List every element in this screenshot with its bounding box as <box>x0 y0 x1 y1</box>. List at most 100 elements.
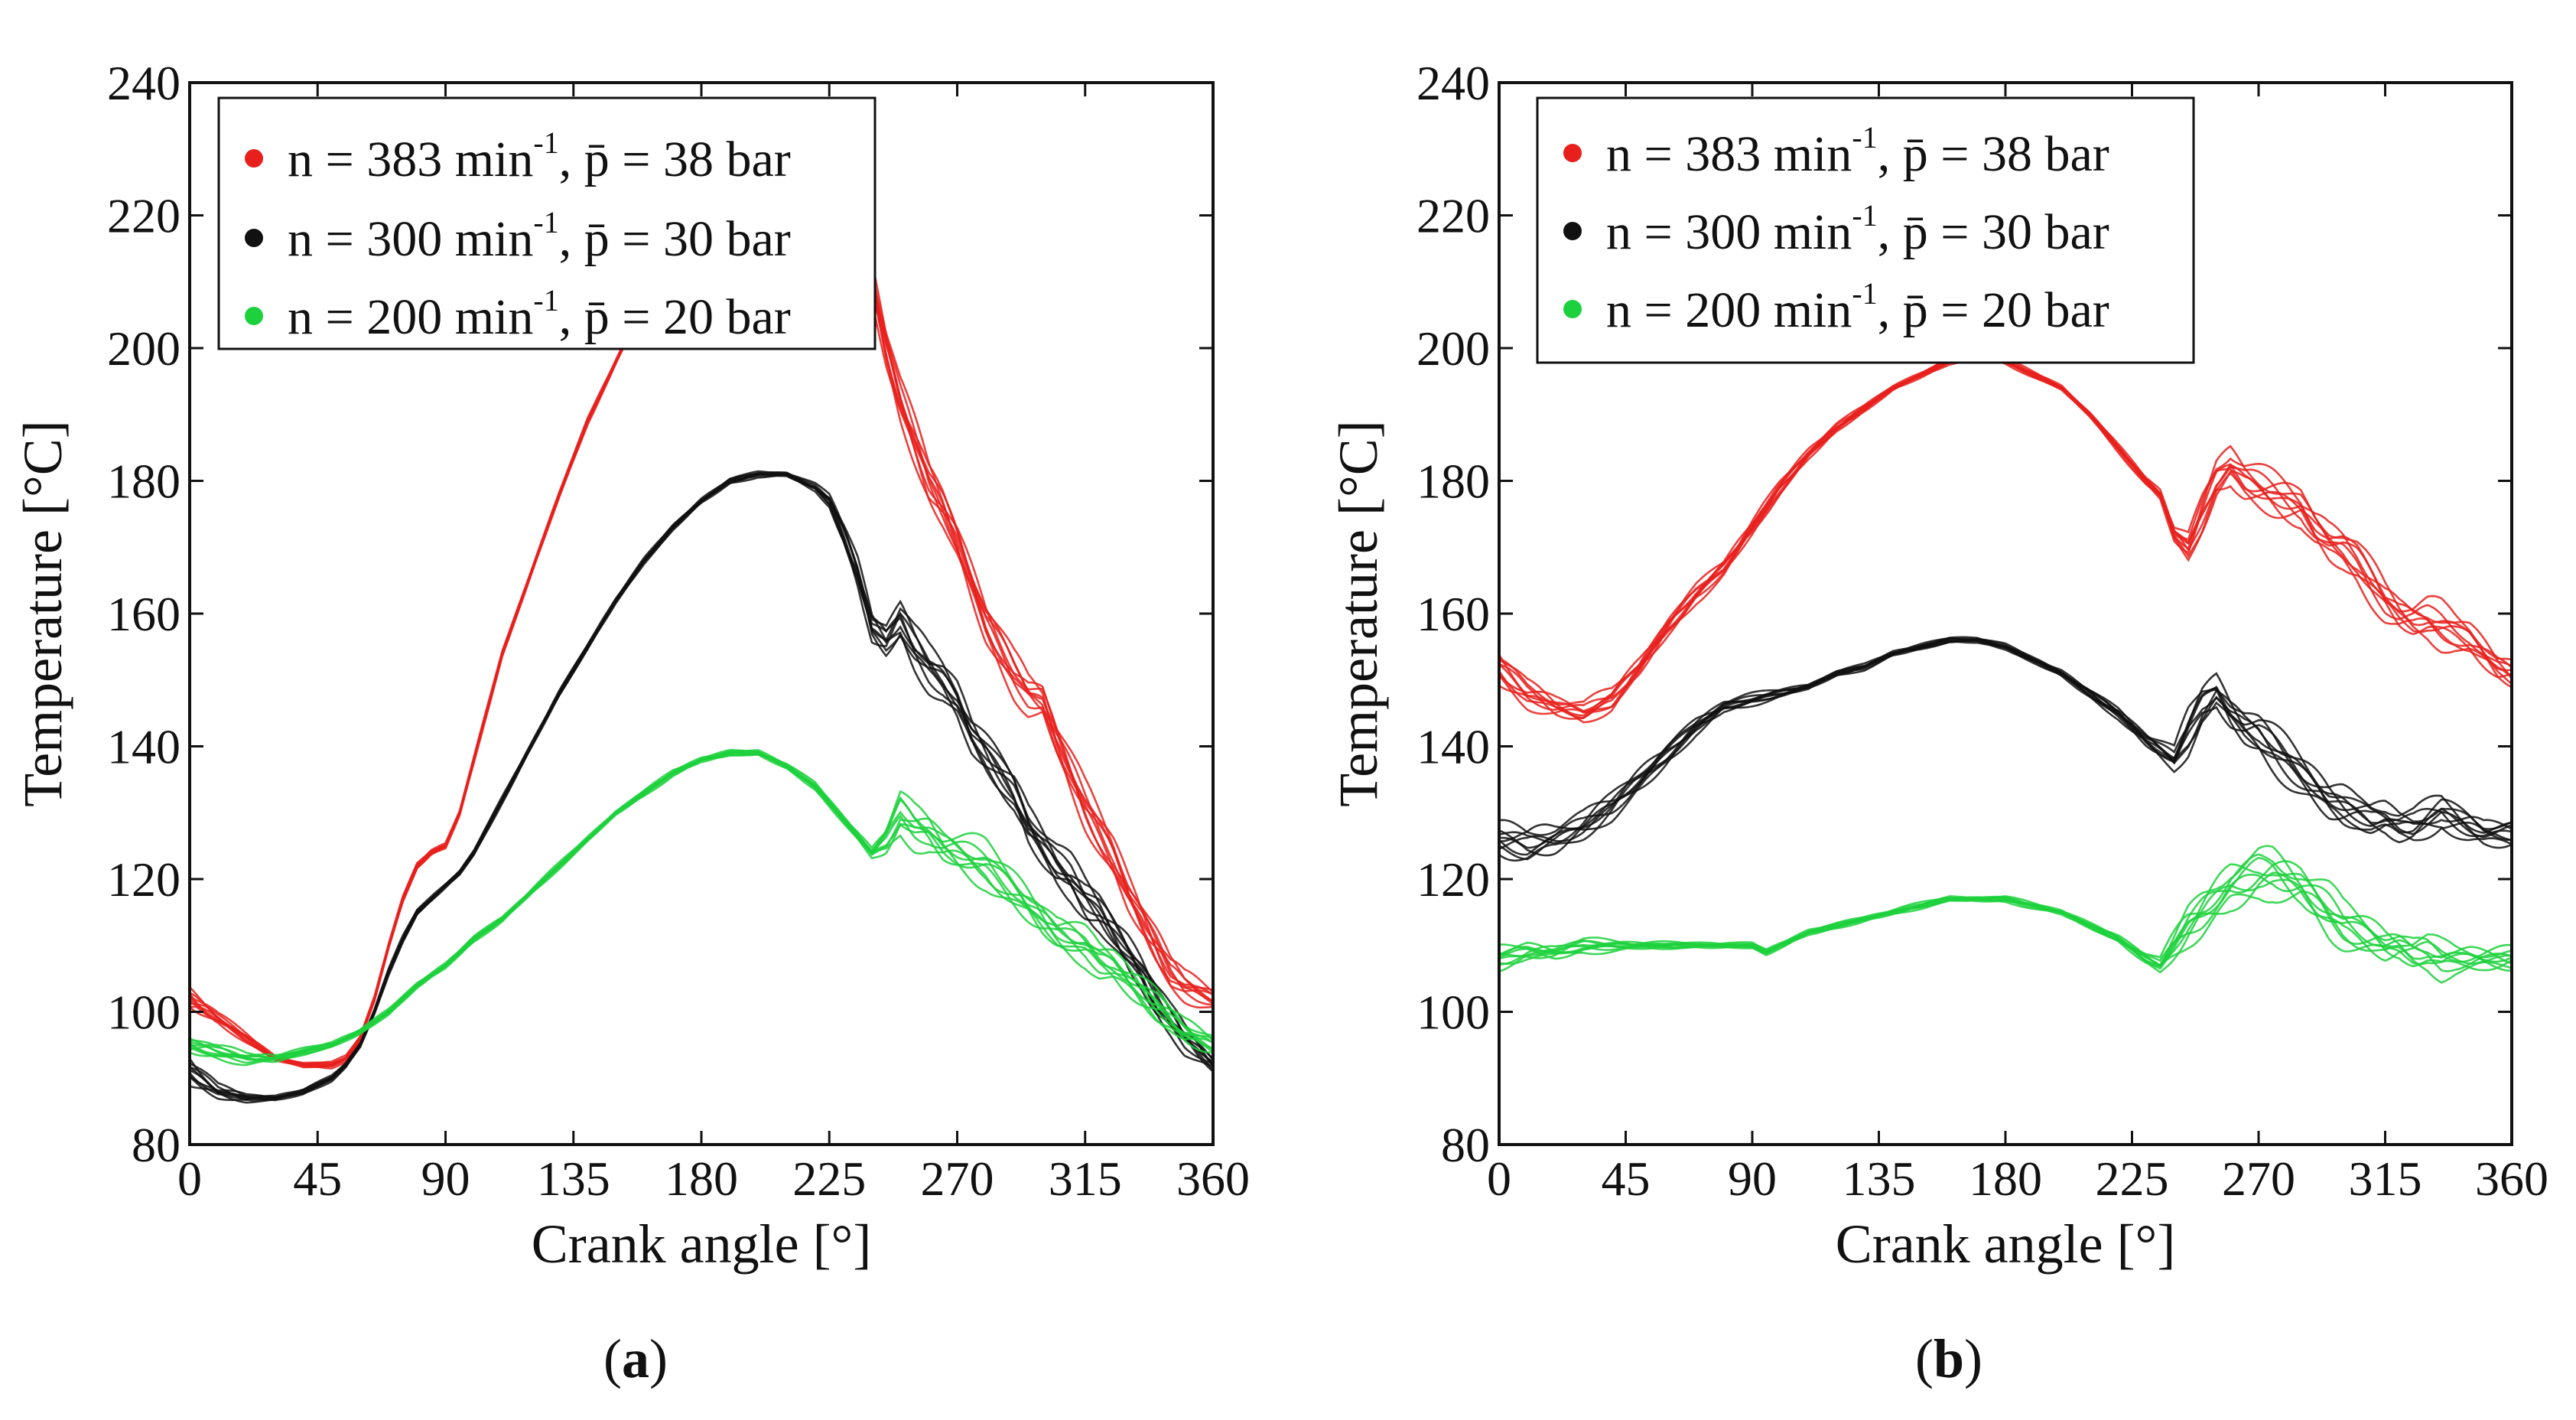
series-2-traces <box>190 470 1213 1104</box>
chart-panel-a: 0 45 90 135 180 225 270 315 360 80 100 120 140 160 180… <box>12 56 1250 1389</box>
series-3-traces <box>1499 845 2512 984</box>
panel-label-a: (a) <box>603 1328 668 1389</box>
x-tick-label: 90 <box>1728 1151 1777 1206</box>
series-2-line <box>1499 638 2512 849</box>
y-tick-label: 240 <box>107 56 181 110</box>
x-tick-label: 45 <box>1602 1151 1651 1206</box>
series-2-line <box>190 472 1213 1100</box>
series-1-line <box>1499 353 2512 719</box>
series-3-line <box>190 752 1213 1057</box>
y-tick-label: 220 <box>107 189 181 243</box>
chart-a-xlabel: Crank angle [°] <box>532 1213 872 1275</box>
chart-b-ylabel: Temperature [°C] <box>1328 420 1389 807</box>
series-3-line <box>190 749 1213 1060</box>
y-tick-label: 200 <box>107 321 181 376</box>
series-3-line <box>1499 856 2512 968</box>
series-2-line <box>190 471 1213 1099</box>
chart-panel-b: 0 45 90 135 180 225 270 315 360 80 100 120 140 160 180… <box>1328 56 2548 1389</box>
x-tick-label: 180 <box>1969 1151 2042 1206</box>
series-1-line <box>1499 355 2512 720</box>
series-1-line <box>1499 353 2512 724</box>
legend-entry: n = 300 min-1, p̄ = 30 bar <box>1563 198 2109 260</box>
y-tick-label: 120 <box>1416 852 1490 907</box>
x-tick-label: 135 <box>537 1151 610 1206</box>
legend-entry: n = 300 min-1, p̄ = 30 bar <box>245 205 791 267</box>
chart-b-legend-box <box>1536 96 2195 364</box>
x-tick-label: 90 <box>421 1151 470 1206</box>
x-tick-label: 270 <box>2222 1151 2295 1206</box>
legend-label: n = 300 min-1, p̄ = 30 bar <box>1606 198 2109 260</box>
series-3-line <box>190 749 1213 1060</box>
series-2-line <box>1499 640 2512 862</box>
series-2-line <box>190 473 1213 1102</box>
series-3-line <box>1499 860 2512 967</box>
y-tick-label: 80 <box>132 1118 181 1172</box>
series-3-line <box>1499 878 2512 974</box>
legend-entry: n = 200 min-1, p̄ = 20 bar <box>1563 276 2109 338</box>
chart-b-ticks: 0 45 90 135 180 225 270 315 360 80 100 120 140 160 180… <box>1416 56 2548 1206</box>
legend-marker <box>1563 144 1582 162</box>
x-tick-label: 180 <box>665 1151 738 1206</box>
series-3-line <box>190 751 1213 1061</box>
legend-entry: n = 383 min-1, p̄ = 38 bar <box>1563 120 2109 182</box>
y-tick-label: 180 <box>107 454 181 509</box>
x-tick-label: 135 <box>1843 1151 1916 1206</box>
y-tick-label: 140 <box>107 720 181 774</box>
legend-marker <box>245 307 263 325</box>
legend-marker <box>1563 222 1582 240</box>
y-tick-label: 160 <box>107 587 181 641</box>
x-tick-label: 225 <box>2096 1151 2169 1206</box>
x-tick-label: 315 <box>1049 1151 1122 1206</box>
series-2-line <box>1499 638 2512 856</box>
y-tick-label: 140 <box>1416 720 1490 774</box>
y-tick-label: 200 <box>1416 321 1490 376</box>
y-tick-label: 100 <box>107 985 181 1040</box>
x-tick-label: 225 <box>792 1151 866 1206</box>
x-tick-label: 315 <box>2349 1151 2422 1206</box>
x-tick-label: 0 <box>1487 1151 1511 1206</box>
series-3-line <box>190 751 1213 1063</box>
series-1-traces <box>1499 351 2512 724</box>
series-3-line <box>190 753 1213 1060</box>
series-2-line <box>190 471 1213 1100</box>
series-2-line <box>190 473 1213 1102</box>
series-3-line <box>1499 890 2512 984</box>
x-tick-label: 360 <box>1176 1151 1250 1206</box>
x-tick-label: 360 <box>2475 1151 2548 1206</box>
legend-label: n = 383 min-1, p̄ = 38 bar <box>288 125 791 187</box>
x-tick-label: 45 <box>293 1151 342 1206</box>
x-tick-label: 0 <box>177 1151 202 1206</box>
chart-a-ylabel: Temperature [°C] <box>12 420 73 807</box>
series-3-line <box>190 753 1213 1067</box>
legend-marker <box>1563 300 1582 318</box>
y-tick-label: 240 <box>1416 56 1490 110</box>
legend-marker <box>245 229 263 247</box>
series-1-line <box>1499 355 2512 715</box>
legend-label: n = 200 min-1, p̄ = 20 bar <box>1606 276 2109 338</box>
y-tick-label: 80 <box>1441 1118 1490 1172</box>
series-3-traces <box>190 749 1213 1067</box>
y-tick-label: 100 <box>1416 985 1490 1040</box>
y-tick-label: 120 <box>107 852 181 907</box>
y-tick-label: 180 <box>1416 454 1490 509</box>
series-3-line <box>190 750 1213 1059</box>
series-2-line <box>190 470 1213 1099</box>
series-2-line <box>190 472 1213 1100</box>
chart-a-legend: n = 383 min-1, p̄ = 38 bar n = 300 min-1… <box>217 96 877 350</box>
chart-b-data-lines <box>1499 351 2512 984</box>
x-tick-label: 270 <box>921 1151 994 1206</box>
series-2-line <box>1499 637 2512 850</box>
legend-label: n = 383 min-1, p̄ = 38 bar <box>1606 120 2109 182</box>
chart-b-legend: n = 383 min-1, p̄ = 38 bar n = 300 min-1… <box>1536 96 2195 364</box>
y-tick-label: 160 <box>1416 587 1490 641</box>
series-2-line <box>1499 638 2512 861</box>
legend-label: n = 300 min-1, p̄ = 30 bar <box>288 205 791 267</box>
legend-entry: n = 383 min-1, p̄ = 38 bar <box>245 125 791 187</box>
series-2-line <box>190 473 1213 1102</box>
series-1-line <box>1499 353 2512 717</box>
series-3-line <box>1499 853 2512 963</box>
legend-label: n = 200 min-1, p̄ = 20 bar <box>288 283 791 345</box>
series-2-line <box>190 474 1213 1104</box>
chart-b-xlabel: Crank angle [°] <box>1836 1213 2176 1275</box>
